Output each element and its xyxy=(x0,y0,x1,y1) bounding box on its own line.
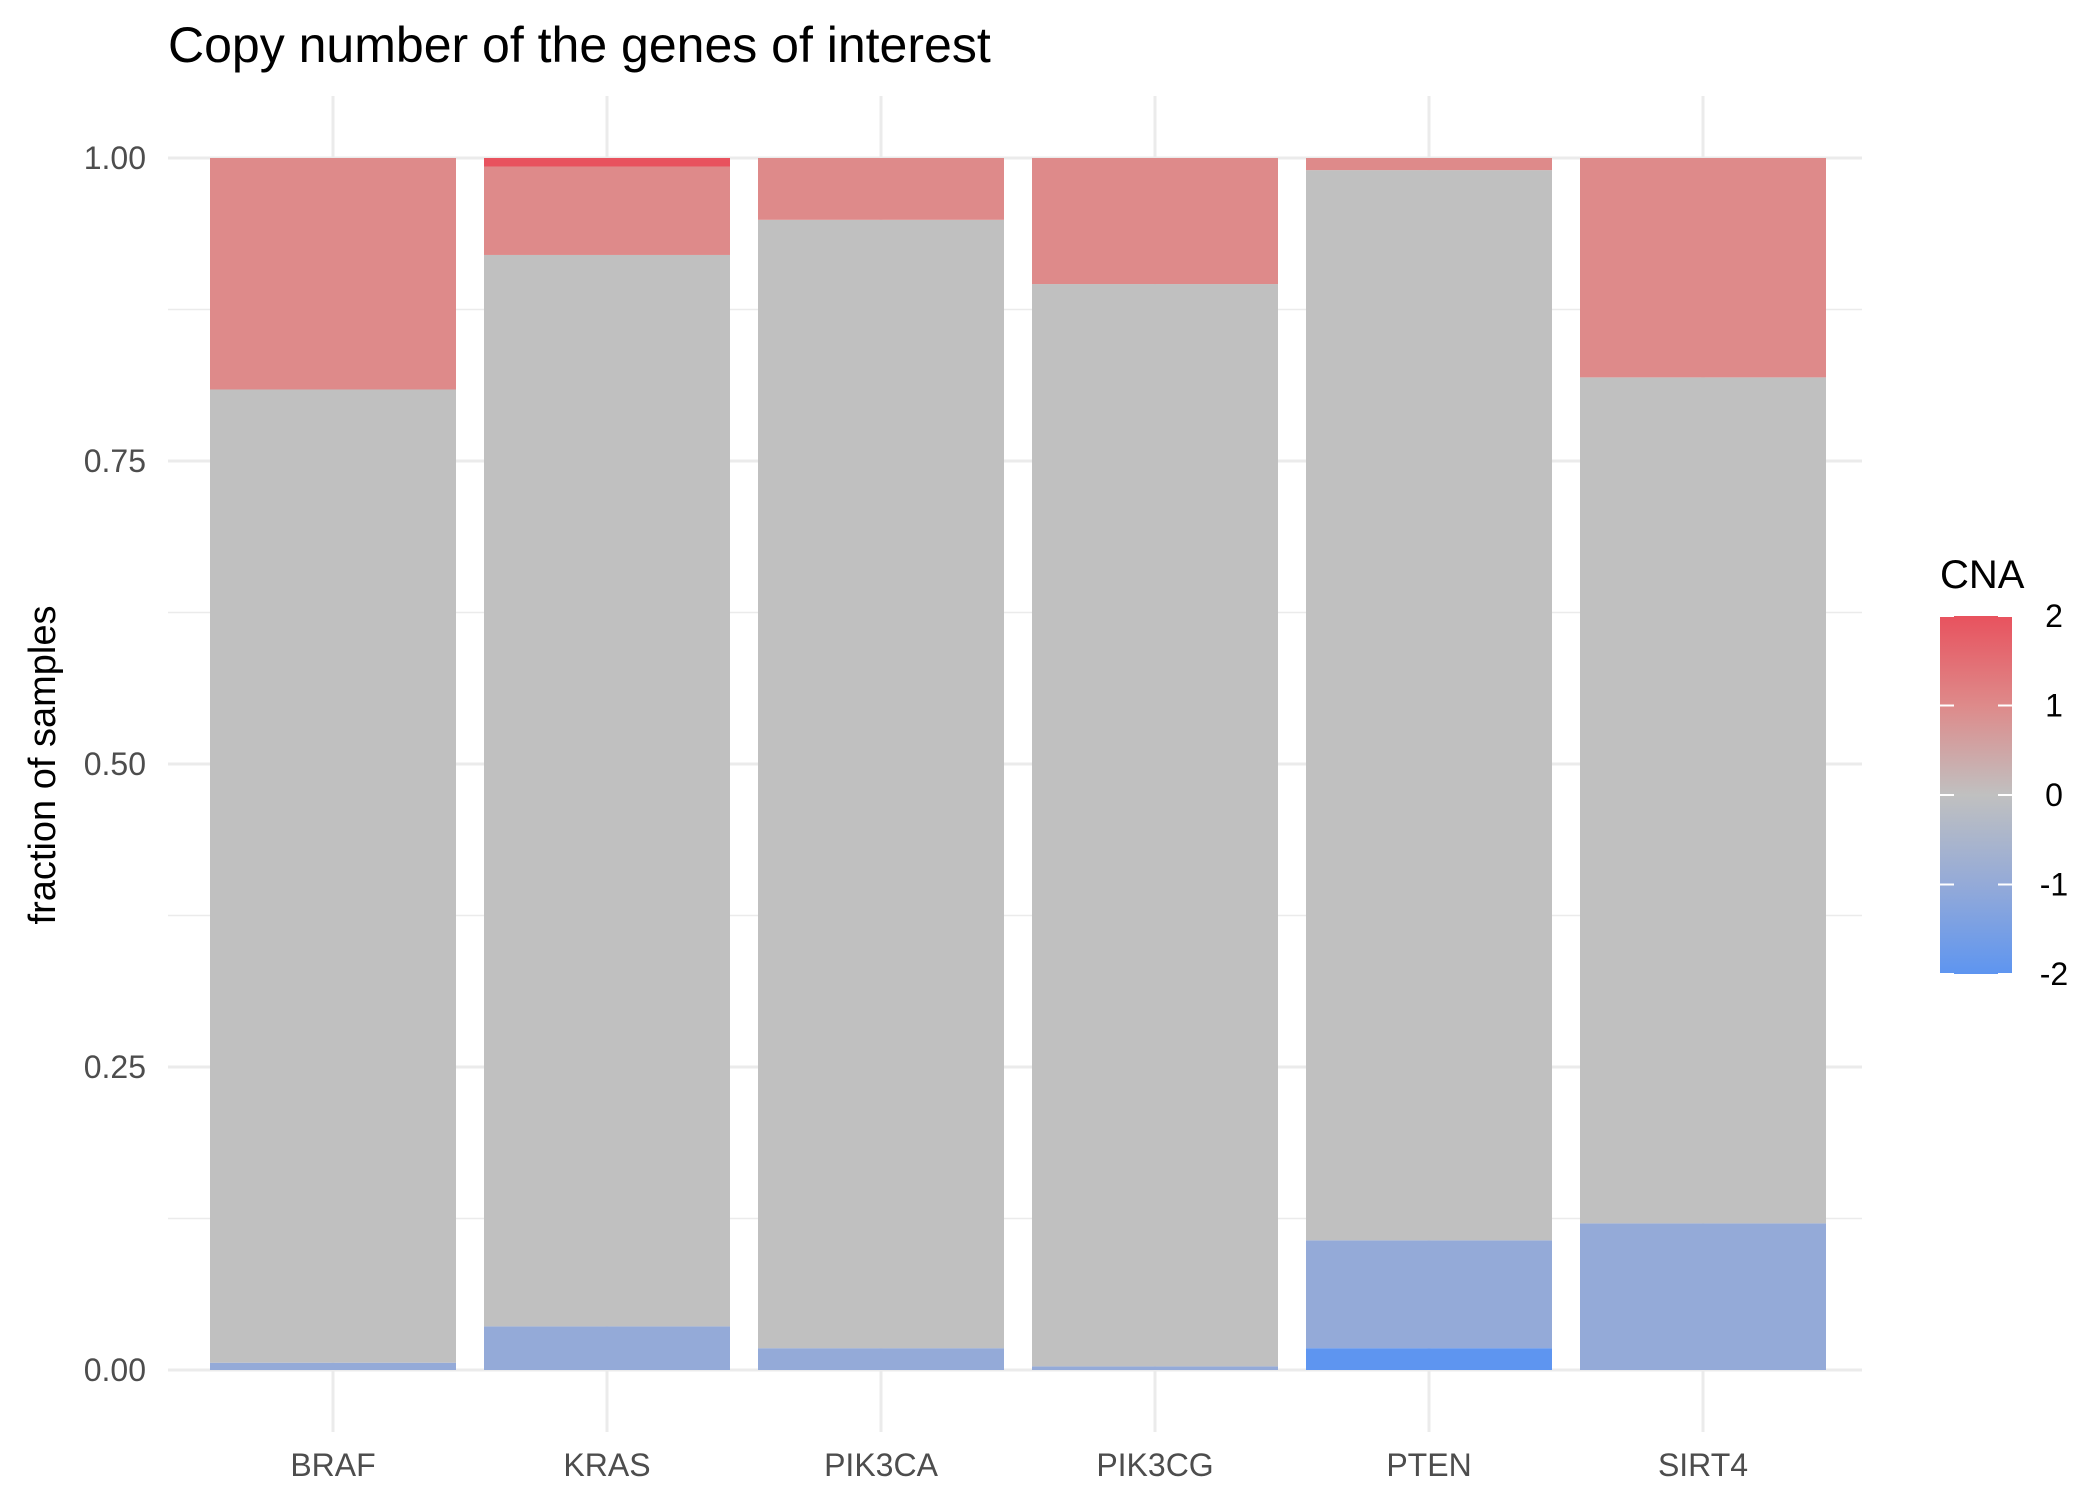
bar-segment-pik3ca-cna-minus1 xyxy=(758,1348,1004,1370)
y-tick-label: 0.50 xyxy=(84,746,146,782)
x-tick-label-pik3ca: PIK3CA xyxy=(824,1447,938,1483)
x-tick-label-pik3cg: PIK3CG xyxy=(1096,1447,1213,1483)
bar-segment-braf-cna-1 xyxy=(210,158,456,390)
bar-stack-sirt4 xyxy=(1580,158,1826,1370)
y-tick-label: 0.75 xyxy=(84,443,146,479)
bar-segment-kras-cna-minus1 xyxy=(484,1326,730,1370)
x-tick-label-sirt4: SIRT4 xyxy=(1658,1447,1748,1483)
legend-tick-label: 2 xyxy=(2045,598,2063,634)
cna-legend: CNA 2 1 0 -1 -2 xyxy=(1940,553,2068,992)
legend-tick-label: 1 xyxy=(2045,688,2063,724)
x-axis-ticks: BRAF KRAS PIK3CA PIK3CG PTEN SIRT4 xyxy=(290,1447,1748,1483)
bar-segment-kras-cna-2 xyxy=(484,158,730,167)
chart-title: Copy number of the genes of interest xyxy=(168,17,991,73)
bar-segment-sirt4-cna-1 xyxy=(1580,158,1826,378)
bar-stack-braf xyxy=(210,158,456,1370)
legend-tick-label: -1 xyxy=(2040,867,2068,903)
bar-stack-kras xyxy=(484,158,730,1370)
y-tick-label: 0.00 xyxy=(84,1352,146,1388)
y-axis-ticks: 0.00 0.25 0.50 0.75 1.00 xyxy=(84,140,146,1388)
y-tick-label: 1.00 xyxy=(84,140,146,176)
bar-segment-pik3cg-cna-minus1 xyxy=(1032,1366,1278,1370)
bar-segment-braf-cna-0 xyxy=(210,389,456,1363)
bar-segment-pten-cna-minus1 xyxy=(1306,1240,1552,1349)
bar-segment-pik3cg-cna-1 xyxy=(1032,158,1278,285)
bar-segment-pik3ca-cna-0 xyxy=(758,219,1004,1349)
bar-stack-pik3ca xyxy=(758,158,1004,1370)
bar-segment-pten-cna-minus2 xyxy=(1306,1348,1552,1370)
legend-tick-label: 0 xyxy=(2045,777,2063,813)
x-tick-label-kras: KRAS xyxy=(563,1447,650,1483)
bar-segment-pten-cna-0 xyxy=(1306,170,1552,1241)
legend-title: CNA xyxy=(1940,553,2025,597)
bar-segment-sirt4-cna-0 xyxy=(1580,377,1826,1224)
legend-ticks: 2 1 0 -1 -2 xyxy=(1940,598,2068,992)
y-axis-label: fraction of samples xyxy=(22,606,64,925)
bar-segment-kras-cna-0 xyxy=(484,254,730,1327)
bar-segment-pten-cna-1 xyxy=(1306,158,1552,171)
bar-segment-sirt4-cna-minus1 xyxy=(1580,1223,1826,1370)
bar-segment-pik3ca-cna-1 xyxy=(758,158,1004,220)
bar-stack-pten xyxy=(1306,158,1552,1370)
bar-stack-pik3cg xyxy=(1032,158,1278,1370)
bar-stacks xyxy=(210,158,1826,1370)
x-tick-label-braf: BRAF xyxy=(290,1447,375,1483)
x-tick-label-pten: PTEN xyxy=(1386,1447,1471,1483)
bar-segment-kras-cna-1 xyxy=(484,166,730,255)
legend-tick-label: -2 xyxy=(2040,956,2068,992)
y-tick-label: 0.25 xyxy=(84,1049,146,1085)
bar-segment-braf-cna-minus1 xyxy=(210,1362,456,1370)
bar-segment-pik3cg-cna-0 xyxy=(1032,284,1278,1367)
